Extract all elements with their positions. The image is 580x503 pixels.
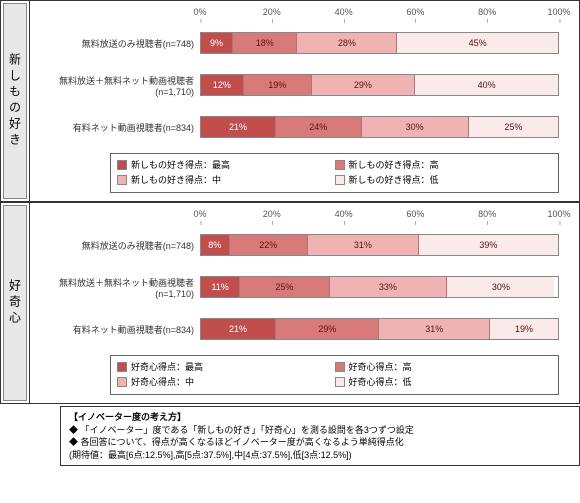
row-label: 有料ネット動画視聴者(n=834): [30, 323, 200, 336]
bar-segment: 19%: [490, 319, 558, 339]
bar-segment: 28%: [297, 33, 397, 53]
legend-swatch: [117, 362, 127, 372]
axis-tick: 60%: [406, 7, 424, 17]
legend-item: 好奇心得点：高: [335, 360, 553, 373]
row-label: 無料放送のみ視聴者(n=748): [30, 37, 200, 50]
x-axis: 0%20%40%60%80%100%: [200, 209, 559, 225]
bar-segment: 25%: [469, 117, 558, 137]
bar-segment: 24%: [276, 117, 362, 137]
footnote-line: ◆ 「イノベーター」度である「新しもの好き」「好奇心」を測る設問を各3つずつ設定: [69, 424, 571, 437]
stacked-bar: 12%19%29%40%: [200, 74, 559, 96]
legend-item: 新しもの好き得点：最高: [117, 158, 335, 171]
bar-segment: 30%: [447, 277, 554, 297]
legend-label: 新しもの好き得点：中: [131, 173, 221, 186]
footnote-line: ◆ 各回答について、得点が高くなるほどイノベーター度が高くなるよう単純得点化: [69, 436, 571, 449]
axis-tick: 100%: [547, 209, 570, 219]
legend-swatch: [117, 377, 127, 387]
bar-segment: 22%: [230, 235, 309, 255]
bar-segment: 31%: [379, 319, 490, 339]
legend-item: 好奇心得点：中: [117, 375, 335, 388]
axis-tick: 80%: [478, 209, 496, 219]
chart-container: 新しもの好き 0% 20% 40% 60% 80% 100% 無料放送のみ視聴者(n=748)…: [0, 0, 580, 466]
footnote-line: (期待値：最高[6点:12.5%],高[5点:37.5%],中[4点:37.5%…: [69, 449, 571, 462]
legend-item: 好奇心得点：低: [335, 375, 553, 388]
row-label: 無料放送＋無料ネット動画視聴者(n=1,710): [30, 276, 200, 299]
legend-swatch: [335, 377, 345, 387]
legend-label: 好奇心得点：高: [349, 360, 412, 373]
axis-tick: 80%: [478, 7, 496, 17]
stacked-bar: 8%22%31%39%: [200, 234, 559, 256]
legend-item: 新しもの好き得点：低: [335, 173, 553, 186]
legend-label: 好奇心得点：低: [349, 375, 412, 388]
legend-swatch: [335, 362, 345, 372]
row-label: 無料放送＋無料ネット動画視聴者(n=1,710): [30, 74, 200, 97]
bar-segment: 12%: [201, 75, 244, 95]
bar-segment: 30%: [362, 117, 469, 137]
bar-segment: 8%: [201, 235, 230, 255]
stacked-bar: 21%29%31%19%: [200, 318, 559, 340]
bar-segment: 21%: [201, 117, 276, 137]
legend-swatch: [117, 175, 127, 185]
axis-tick: 20%: [263, 7, 281, 17]
bar-row: 無料放送＋無料ネット動画視聴者(n=1,710)12%19%29%40%: [30, 69, 579, 101]
axis-tick: 40%: [335, 209, 353, 219]
legend-swatch: [335, 175, 345, 185]
bar-segment: 39%: [419, 235, 558, 255]
chart-area: 0%20%40%60%80%100%無料放送のみ視聴者(n=748)8%22%3…: [30, 202, 580, 404]
bar-row: 無料放送のみ視聴者(n=748)9%18%28%45%: [30, 27, 579, 59]
legend-item: 新しもの好き得点：高: [335, 158, 553, 171]
bar-segment: 19%: [244, 75, 312, 95]
legend-label: 新しもの好き得点：最高: [131, 158, 230, 171]
row-label: 有料ネット動画視聴者(n=834): [30, 121, 200, 134]
legend-swatch: [335, 160, 345, 170]
axis-tick: 20%: [263, 209, 281, 219]
footnote-box: 【イノベーター度の考え方】 ◆ 「イノベーター」度である「新しもの好き」「好奇心…: [60, 406, 580, 466]
legend: 好奇心得点：最高 好奇心得点：高好奇心得点：中 好奇心得点：低: [110, 355, 559, 395]
legend-swatch: [117, 160, 127, 170]
legend-item: 新しもの好き得点：中: [117, 173, 335, 186]
bar-row: 無料放送のみ視聴者(n=748)8%22%31%39%: [30, 229, 579, 261]
axis-tick: 0%: [193, 7, 206, 17]
row-label: 無料放送のみ視聴者(n=748): [30, 239, 200, 252]
footnote-title: 【イノベーター度の考え方】: [69, 411, 571, 424]
legend-item: 好奇心得点：最高: [117, 360, 335, 373]
axis-tick: 100%: [547, 7, 570, 17]
stacked-bar: 21%24%30%25%: [200, 116, 559, 138]
legend-label: 好奇心得点：最高: [131, 360, 203, 373]
bar-segment: 29%: [276, 319, 380, 339]
bar-row: 有料ネット動画視聴者(n=834)21%24%30%25%: [30, 111, 579, 143]
bar-segment: 9%: [201, 33, 233, 53]
chart-area: 0%20%40%60%80%100%無料放送のみ視聴者(n=748)9%18%2…: [30, 0, 580, 202]
legend-label: 新しもの好き得点：高: [349, 158, 439, 171]
bar-row: 無料放送＋無料ネット動画視聴者(n=1,710)11%25%33%30%: [30, 271, 579, 303]
bar-segment: 45%: [397, 33, 558, 53]
legend-label: 好奇心得点：中: [131, 375, 194, 388]
bar-row: 有料ネット動画視聴者(n=834)21%29%31%19%: [30, 313, 579, 345]
chart-panel: 好奇心0%20%40%60%80%100%無料放送のみ視聴者(n=748)8%2…: [0, 202, 580, 404]
bar-segment: 29%: [312, 75, 416, 95]
axis-tick: 40%: [335, 7, 353, 17]
stacked-bar: 9%18%28%45%: [200, 32, 559, 54]
chart-panel: 新しもの好き 0% 20% 40% 60% 80% 100% 無料放送のみ視聴者(n=748)…: [0, 0, 580, 202]
legend: 新しもの好き得点：最高 新しもの好き得点：高新しもの好き得点：中 新しもの好き得点：…: [110, 153, 559, 193]
bar-segment: 31%: [308, 235, 419, 255]
bar-segment: 40%: [415, 75, 558, 95]
bar-segment: 18%: [233, 33, 297, 53]
bar-segment: 33%: [330, 277, 448, 297]
x-axis: 0%20%40%60%80%100%: [200, 7, 559, 23]
axis-tick: 0%: [193, 209, 206, 219]
axis-tick: 60%: [406, 209, 424, 219]
legend-label: 新しもの好き得点：低: [349, 173, 439, 186]
bar-segment: 25%: [240, 277, 329, 297]
bar-segment: 21%: [201, 319, 276, 339]
vertical-category-label: 新しもの好き: [3, 3, 27, 199]
stacked-bar: 11%25%33%30%: [200, 276, 559, 298]
bar-segment: 11%: [201, 277, 240, 297]
vertical-category-label: 好奇心: [3, 205, 27, 401]
